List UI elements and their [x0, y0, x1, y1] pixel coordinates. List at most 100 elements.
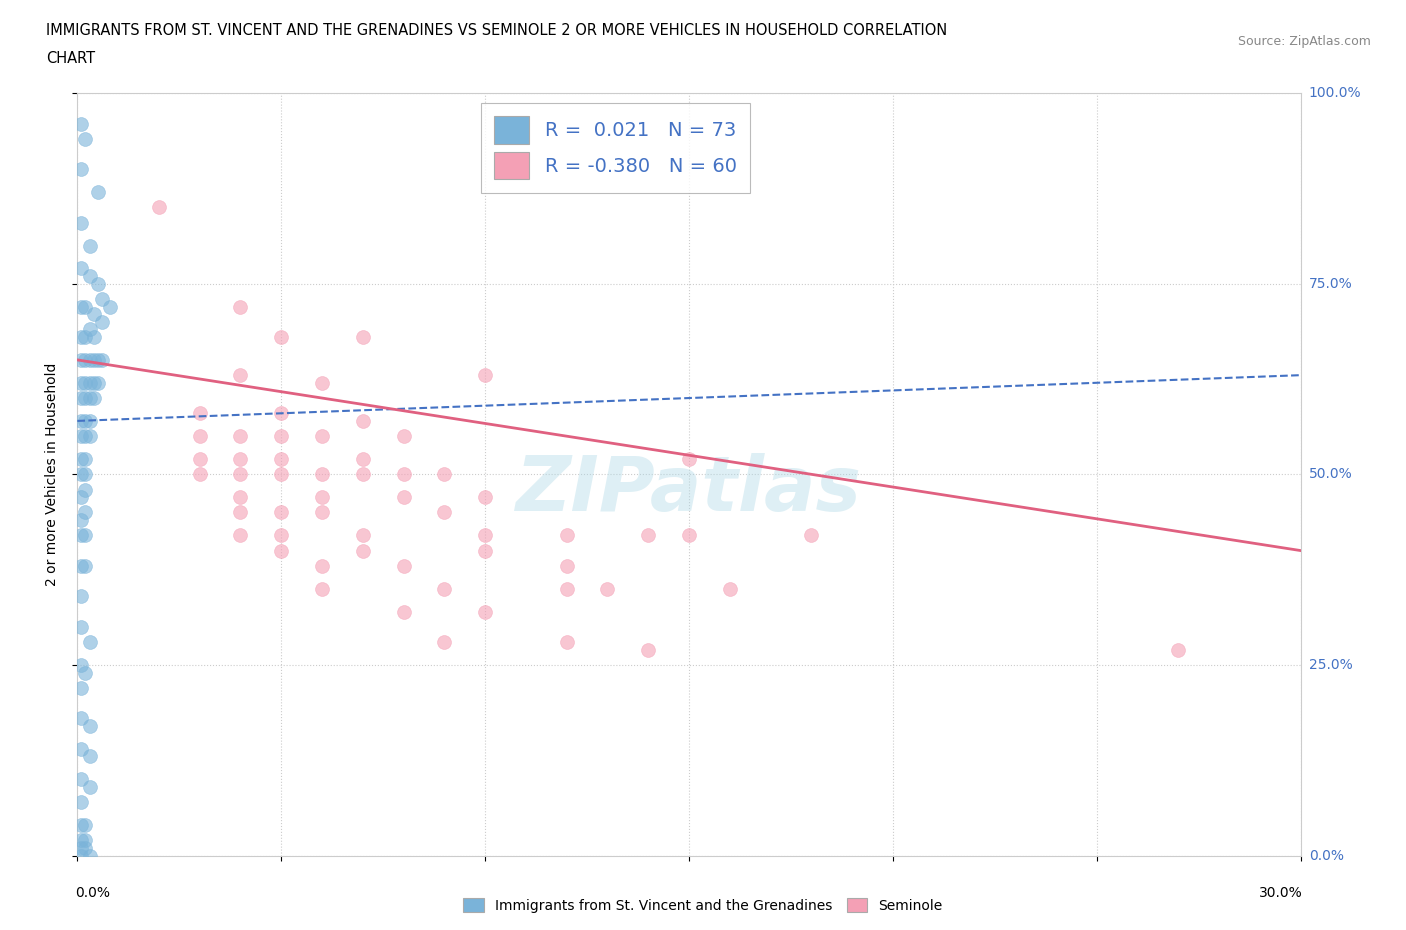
Point	[70, 329, 93, 344]
Point	[70, 299, 93, 314]
Point	[79, 634, 101, 649]
Point	[75, 329, 97, 344]
Point	[474, 490, 496, 505]
Text: 0.0%: 0.0%	[75, 886, 110, 900]
Point	[270, 505, 292, 520]
Point	[800, 528, 823, 543]
Point	[392, 467, 415, 482]
Point	[79, 848, 101, 863]
Point	[75, 299, 97, 314]
Point	[90, 291, 112, 306]
Point	[352, 528, 374, 543]
Point	[70, 795, 93, 810]
Text: 75.0%: 75.0%	[1309, 276, 1353, 291]
Point	[79, 269, 101, 284]
Point	[188, 405, 211, 420]
Point	[229, 429, 252, 444]
Point	[474, 543, 496, 558]
Point	[311, 505, 333, 520]
Point	[270, 429, 292, 444]
Point	[229, 467, 252, 482]
Point	[79, 238, 101, 253]
Point	[79, 352, 101, 367]
Point	[75, 376, 97, 391]
Text: ZIPatlas: ZIPatlas	[516, 453, 862, 526]
Point	[555, 581, 578, 596]
Point	[75, 467, 97, 482]
Point	[70, 467, 93, 482]
Point	[433, 581, 456, 596]
Point	[229, 299, 252, 314]
Point	[70, 452, 93, 467]
Point	[70, 558, 93, 573]
Point	[83, 352, 105, 367]
Point	[555, 528, 578, 543]
Point	[87, 352, 110, 367]
Legend: R =  0.021   N = 73, R = -0.380   N = 60: R = 0.021 N = 73, R = -0.380 N = 60	[481, 102, 751, 193]
Point	[70, 162, 93, 177]
Point	[75, 429, 97, 444]
Point	[75, 505, 97, 520]
Text: 0.0%: 0.0%	[1309, 848, 1344, 863]
Point	[392, 429, 415, 444]
Point	[90, 314, 112, 329]
Point	[83, 307, 105, 322]
Point	[718, 581, 741, 596]
Point	[70, 376, 93, 391]
Point	[79, 749, 101, 764]
Point	[70, 414, 93, 429]
Point	[79, 322, 101, 337]
Point	[70, 261, 93, 276]
Point	[87, 276, 110, 291]
Point	[70, 352, 93, 367]
Point	[474, 367, 496, 382]
Point	[678, 528, 700, 543]
Point	[70, 429, 93, 444]
Point	[270, 329, 292, 344]
Point	[352, 467, 374, 482]
Point	[70, 215, 93, 230]
Point	[83, 391, 105, 405]
Point	[75, 528, 97, 543]
Point	[637, 528, 659, 543]
Point	[1167, 643, 1189, 658]
Point	[70, 391, 93, 405]
Point	[70, 848, 93, 863]
Point	[229, 367, 252, 382]
Text: Source: ZipAtlas.com: Source: ZipAtlas.com	[1237, 35, 1371, 48]
Text: IMMIGRANTS FROM ST. VINCENT AND THE GRENADINES VS SEMINOLE 2 OR MORE VEHICLES IN: IMMIGRANTS FROM ST. VINCENT AND THE GREN…	[46, 23, 948, 38]
Point	[79, 429, 101, 444]
Point	[75, 391, 97, 405]
Point	[188, 452, 211, 467]
Text: 100.0%: 100.0%	[1309, 86, 1361, 100]
Point	[79, 414, 101, 429]
Point	[229, 528, 252, 543]
Point	[229, 505, 252, 520]
Point	[75, 482, 97, 497]
Y-axis label: 2 or more Vehicles in Household: 2 or more Vehicles in Household	[45, 363, 59, 586]
Point	[311, 490, 333, 505]
Legend: Immigrants from St. Vincent and the Grenadines, Seminole: Immigrants from St. Vincent and the Gren…	[458, 893, 948, 919]
Point	[83, 329, 105, 344]
Point	[70, 512, 93, 527]
Point	[270, 405, 292, 420]
Point	[70, 490, 93, 505]
Point	[79, 376, 101, 391]
Point	[474, 528, 496, 543]
Point	[433, 634, 456, 649]
Text: 50.0%: 50.0%	[1309, 467, 1353, 482]
Point	[70, 841, 93, 856]
Point	[311, 558, 333, 573]
Text: 30.0%: 30.0%	[1260, 886, 1303, 900]
Point	[311, 376, 333, 391]
Text: CHART: CHART	[46, 51, 96, 66]
Point	[75, 841, 97, 856]
Point	[352, 543, 374, 558]
Point	[70, 116, 93, 131]
Point	[188, 467, 211, 482]
Point	[474, 604, 496, 619]
Point	[70, 741, 93, 756]
Point	[229, 452, 252, 467]
Point	[70, 619, 93, 634]
Point	[229, 490, 252, 505]
